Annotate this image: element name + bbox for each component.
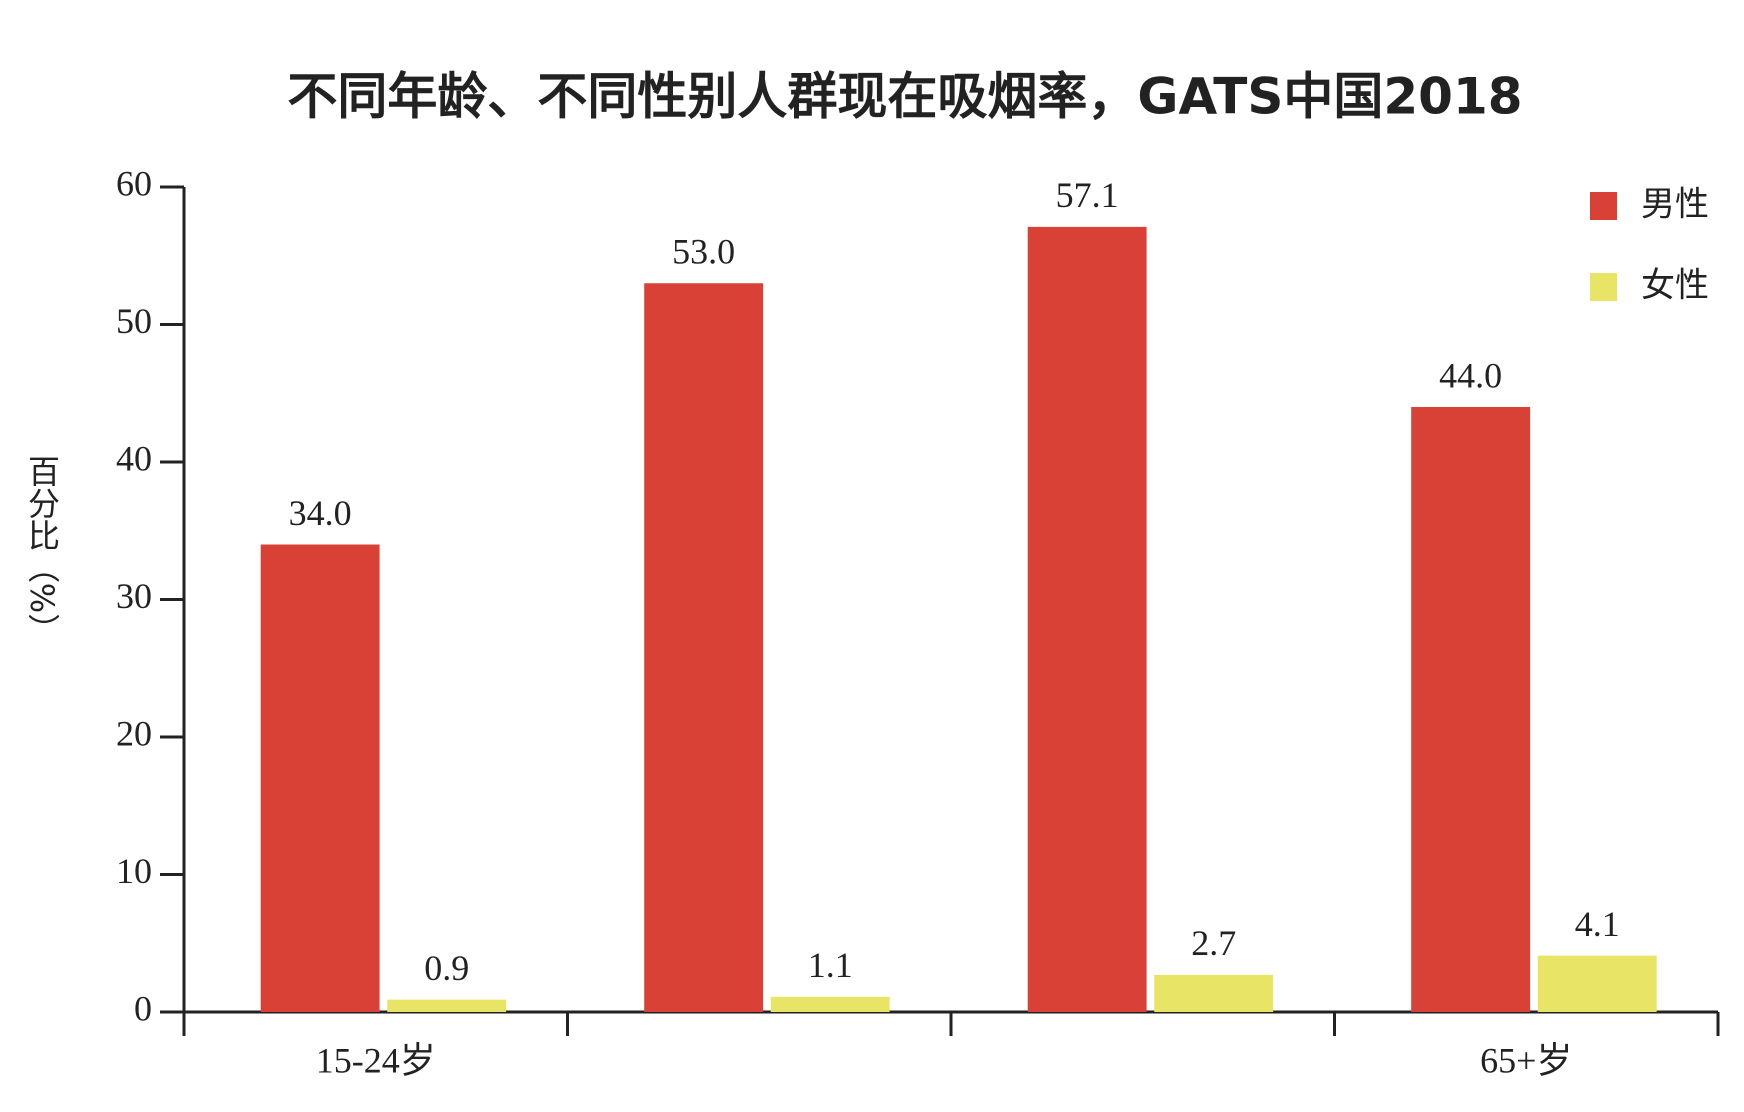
- chart-title: 不同年龄、不同性别人群现在吸烟率，GATS中国2018: [287, 68, 1522, 126]
- data-label: 1.1: [808, 945, 853, 985]
- bar: [387, 999, 507, 1012]
- data-label: 2.7: [1191, 923, 1236, 963]
- y-tick-label: 40: [116, 438, 152, 478]
- x-tick-label: 65+岁: [1480, 1040, 1572, 1080]
- data-label: 4.1: [1575, 904, 1620, 944]
- y-tick-label: 0: [134, 988, 152, 1028]
- y-tick-label: 50: [116, 301, 152, 341]
- data-label: 53.0: [672, 232, 735, 272]
- bar: [1154, 974, 1274, 1012]
- data-label: 0.9: [424, 948, 469, 988]
- y-tick-label: 30: [116, 576, 152, 616]
- data-label: 34.0: [289, 493, 352, 533]
- legend-swatch: [1590, 192, 1617, 220]
- bar: [770, 996, 890, 1012]
- y-tick-label: 10: [116, 851, 152, 891]
- bar: [1537, 955, 1657, 1012]
- y-tick-label: 60: [116, 163, 152, 203]
- legend-label: 男性: [1641, 185, 1709, 225]
- data-label: 44.0: [1439, 355, 1502, 395]
- bar: [1027, 226, 1147, 1012]
- bar: [1411, 407, 1531, 1012]
- y-axis-label: 百分比（%）: [23, 455, 61, 645]
- data-label: 57.1: [1056, 175, 1119, 215]
- legend-swatch: [1590, 273, 1617, 301]
- bar: [644, 283, 764, 1012]
- y-tick-label: 20: [116, 713, 152, 753]
- bar: [260, 544, 380, 1012]
- x-tick-label: 15-24岁: [316, 1040, 436, 1080]
- legend-label: 女性: [1641, 266, 1709, 306]
